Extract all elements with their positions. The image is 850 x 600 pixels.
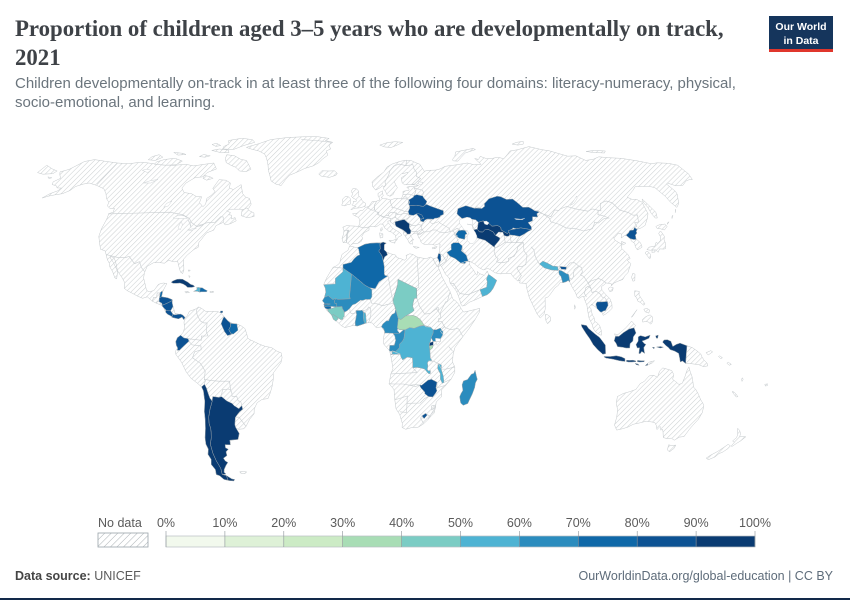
- svg-text:No data: No data: [98, 516, 142, 530]
- svg-text:60%: 60%: [507, 516, 532, 530]
- svg-text:0%: 0%: [157, 516, 175, 530]
- svg-text:40%: 40%: [389, 516, 414, 530]
- svg-text:100%: 100%: [739, 516, 771, 530]
- svg-text:20%: 20%: [271, 516, 296, 530]
- svg-text:70%: 70%: [566, 516, 591, 530]
- svg-text:30%: 30%: [330, 516, 355, 530]
- svg-text:50%: 50%: [448, 516, 473, 530]
- svg-text:80%: 80%: [625, 516, 650, 530]
- svg-text:10%: 10%: [212, 516, 237, 530]
- svg-text:90%: 90%: [684, 516, 709, 530]
